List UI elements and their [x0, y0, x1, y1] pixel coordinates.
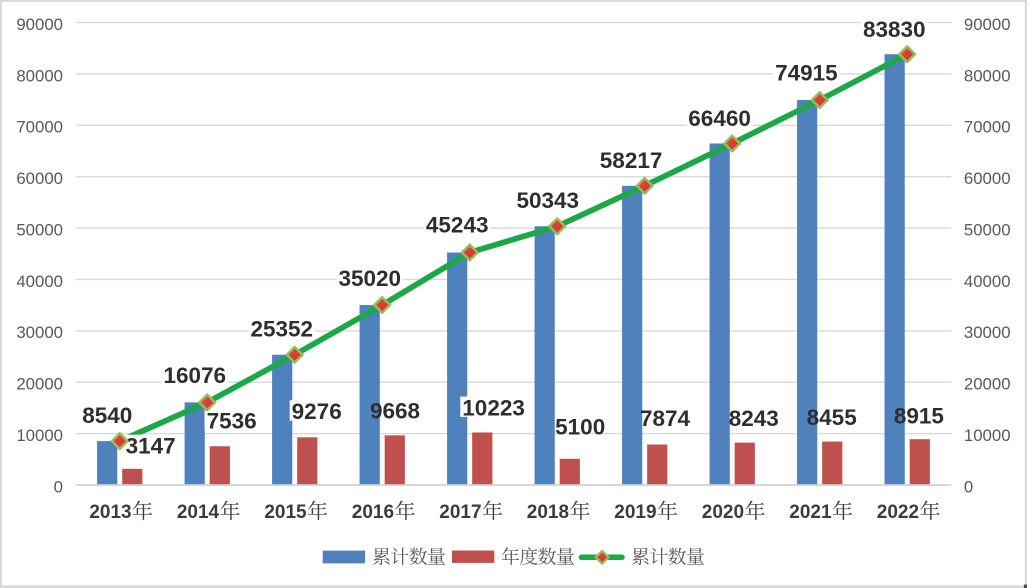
svg-text:30000: 30000	[964, 323, 1011, 342]
svg-text:60000: 60000	[16, 169, 63, 188]
svg-text:9668: 9668	[370, 398, 420, 423]
svg-text:2018: 2018	[527, 502, 569, 523]
svg-text:50000: 50000	[16, 220, 63, 239]
svg-text:40000: 40000	[964, 272, 1011, 291]
svg-text:2021: 2021	[789, 502, 832, 523]
svg-text:66460: 66460	[688, 106, 751, 131]
svg-text:2020: 2020	[702, 502, 744, 523]
svg-text:2022: 2022	[877, 502, 919, 523]
svg-text:2014: 2014	[177, 502, 220, 523]
svg-text:30000: 30000	[16, 323, 63, 342]
svg-text:8915: 8915	[894, 404, 944, 429]
svg-text:10000: 10000	[16, 426, 63, 445]
svg-text:2019: 2019	[614, 502, 656, 523]
svg-text:3147: 3147	[126, 434, 176, 459]
svg-text:0: 0	[54, 477, 63, 496]
svg-text:50000: 50000	[964, 220, 1011, 239]
svg-text:25352: 25352	[251, 317, 314, 342]
svg-text:20000: 20000	[964, 375, 1011, 394]
svg-text:58217: 58217	[600, 148, 663, 173]
svg-text:0: 0	[964, 477, 973, 496]
svg-text:70000: 70000	[964, 118, 1011, 137]
svg-text:7874: 7874	[640, 406, 691, 431]
svg-text:8455: 8455	[807, 405, 857, 430]
svg-text:50343: 50343	[517, 188, 580, 213]
svg-text:20000: 20000	[16, 375, 63, 394]
svg-text:35020: 35020	[339, 266, 402, 291]
svg-text:10000: 10000	[964, 426, 1011, 445]
svg-text:74915: 74915	[775, 60, 838, 85]
svg-text:2017: 2017	[439, 502, 481, 523]
svg-text:2016: 2016	[352, 502, 394, 523]
svg-text:80000: 80000	[964, 66, 1011, 85]
svg-text:10223: 10223	[462, 395, 525, 420]
svg-text:8243: 8243	[729, 406, 779, 431]
svg-text:45243: 45243	[426, 212, 489, 237]
svg-text:5100: 5100	[555, 415, 605, 440]
svg-text:8540: 8540	[82, 403, 132, 428]
svg-text:7536: 7536	[207, 409, 257, 434]
svg-text:16076: 16076	[164, 363, 227, 388]
svg-text:40000: 40000	[16, 272, 63, 291]
svg-text:2013: 2013	[89, 502, 131, 523]
svg-text:9276: 9276	[292, 399, 342, 424]
svg-text:60000: 60000	[964, 169, 1011, 188]
svg-text:70000: 70000	[16, 118, 63, 137]
svg-text:90000: 90000	[16, 15, 63, 34]
svg-text:2015: 2015	[264, 502, 307, 523]
svg-text:90000: 90000	[964, 15, 1011, 34]
svg-text:80000: 80000	[16, 66, 63, 85]
svg-text:83830: 83830	[863, 17, 926, 42]
